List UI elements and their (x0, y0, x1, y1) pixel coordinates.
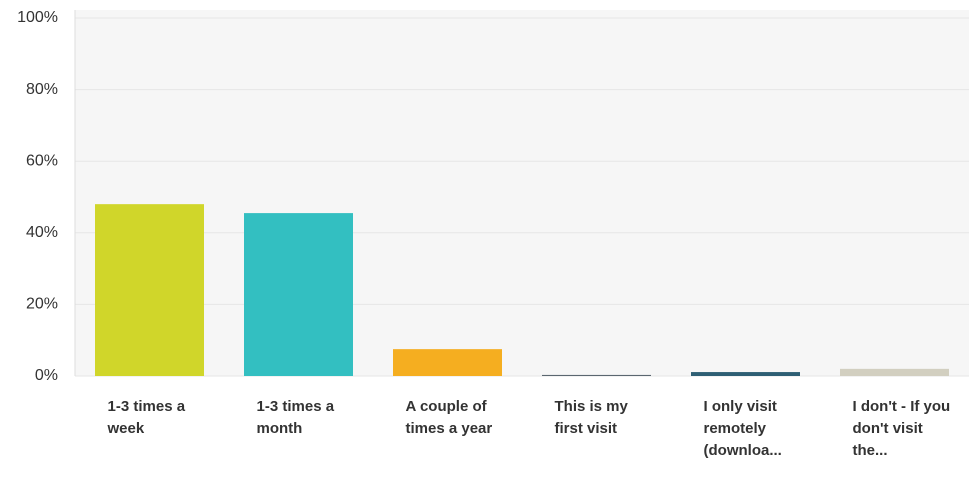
bar (244, 213, 353, 376)
x-tick-label: A couple of times a year (405, 398, 493, 437)
x-tick-label: I only visit remotely (downloa... (703, 398, 782, 459)
y-tick-label: 100% (17, 9, 58, 26)
bar (840, 368, 949, 376)
x-tick-label: This is my first visit (554, 398, 628, 437)
x-tick-label: I don't - If you don't visit the... (852, 398, 951, 459)
y-tick-label: 40% (26, 224, 58, 241)
y-tick-label: 80% (26, 81, 58, 98)
bar (393, 349, 502, 376)
bar (542, 374, 651, 376)
plot-background (75, 10, 969, 376)
bar (691, 372, 800, 376)
x-tick-label: 1-3 times a week (107, 398, 186, 437)
x-tick-label: 1-3 times a month (256, 398, 335, 437)
y-tick-label: 60% (26, 152, 58, 169)
y-tick-label: 20% (26, 296, 58, 313)
bar (95, 204, 204, 376)
y-tick-label: 0% (35, 367, 58, 384)
